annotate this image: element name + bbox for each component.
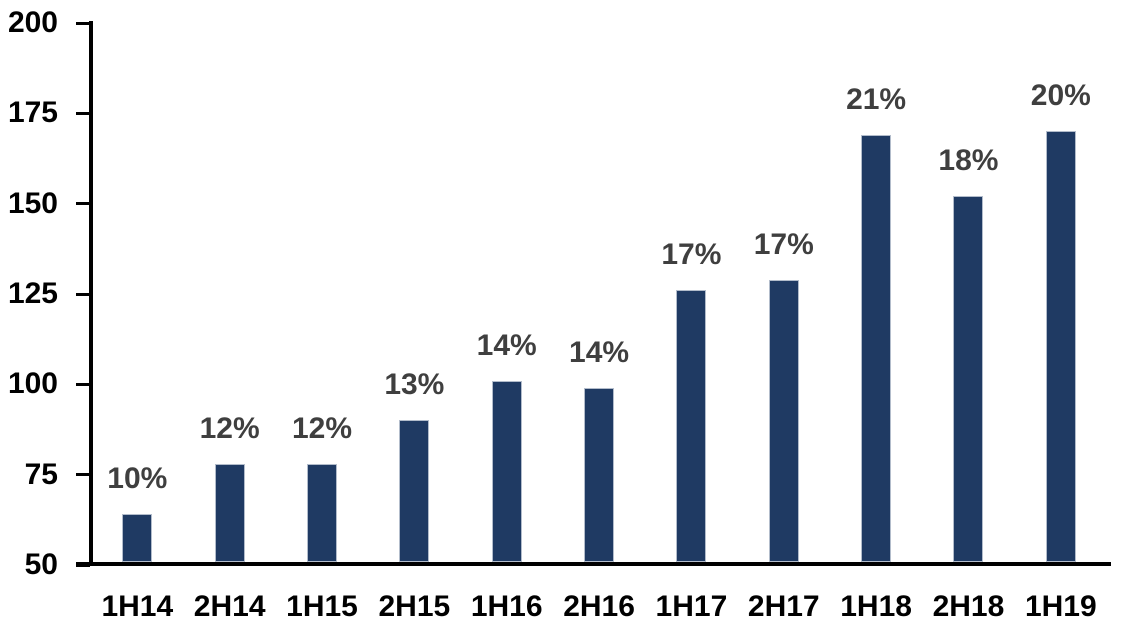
- y-axis-tick: [76, 111, 90, 115]
- bar-value-label: 17%: [753, 227, 814, 261]
- bar-2H18: [953, 196, 984, 562]
- y-axis-tick-label: 75: [24, 457, 58, 491]
- y-axis-line: [89, 21, 93, 566]
- bar-value-label: 13%: [384, 368, 445, 402]
- x-axis-category-label: 2H14: [193, 590, 266, 623]
- y-axis-tick-label: 150: [7, 186, 58, 220]
- y-axis-tick-label: 100: [7, 367, 58, 401]
- x-axis-category-label: 2H16: [563, 590, 635, 623]
- x-axis-category-label: 2H18: [932, 590, 1005, 623]
- y-axis-tick: [76, 21, 90, 25]
- y-axis-tick-label: 125: [7, 277, 58, 310]
- x-axis-category-label: 2H15: [378, 590, 451, 623]
- bar-2H16: [584, 387, 615, 562]
- y-axis-tick: [76, 473, 90, 477]
- bar-1H17: [676, 290, 707, 562]
- bar-value-label: 21%: [846, 83, 907, 116]
- x-axis-category-label: 1H19: [1024, 590, 1097, 623]
- bar-2H17: [768, 279, 799, 562]
- bar-1H19: [1045, 131, 1076, 562]
- x-axis-category-label: 2H17: [747, 590, 820, 623]
- bar-1H14: [122, 514, 153, 562]
- x-axis-category-label: 1H18: [840, 590, 912, 623]
- bar-value-label: 18%: [938, 144, 999, 178]
- bar-value-label: 20%: [1030, 79, 1091, 113]
- bar-value-label: 12%: [199, 411, 260, 445]
- y-axis-tick: [76, 202, 90, 206]
- bar-1H15: [307, 463, 337, 562]
- bar-2H15: [399, 420, 430, 562]
- x-axis-category-label: 1H15: [286, 590, 358, 623]
- bar-value-label: 10%: [107, 462, 168, 496]
- bar-value-label: 17%: [661, 238, 722, 272]
- y-axis-tick: [76, 382, 90, 386]
- bar-2H14: [214, 463, 245, 562]
- x-axis-line: [76, 562, 1111, 566]
- bar-value-label: 12%: [291, 411, 353, 445]
- y-axis-tick: [76, 292, 90, 296]
- y-axis-tick-label: 50: [24, 548, 58, 581]
- x-axis-category-label: 1H16: [470, 590, 543, 623]
- bar-value-label: 14%: [476, 328, 537, 362]
- x-axis-category-label: 1H17: [655, 590, 728, 623]
- bar-1H16: [491, 380, 522, 562]
- bar-value-label: 14%: [569, 335, 630, 369]
- bar-1H18: [861, 135, 892, 562]
- y-axis-tick-label: 200: [7, 6, 58, 39]
- x-axis-category-label: 1H14: [101, 590, 174, 623]
- y-axis-tick-label: 175: [7, 96, 58, 130]
